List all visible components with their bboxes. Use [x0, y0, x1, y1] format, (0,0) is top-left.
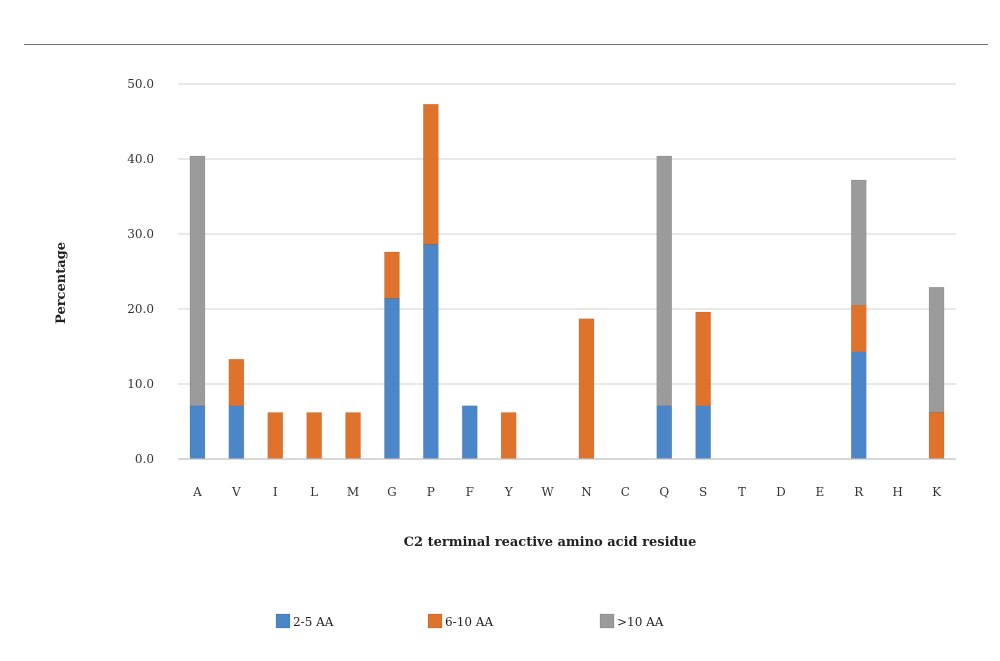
y-tick-label: 50.0 — [127, 77, 154, 91]
bar-N-series-2 — [578, 318, 595, 460]
bar-P-series-1 — [423, 244, 439, 460]
x-tick-label: I — [273, 485, 278, 499]
legend-swatch-3 — [599, 613, 615, 629]
x-tick-label: D — [776, 485, 786, 499]
x-tick-label: Y — [504, 485, 514, 499]
bar-L-series-2 — [306, 412, 322, 460]
x-tick-label: T — [738, 485, 746, 499]
y-axis-ticks: 0.0 10.0 20.0 30.0 40.0 50.0 — [127, 77, 154, 466]
x-tick-label: C — [621, 485, 630, 499]
x-tick-label: F — [466, 485, 474, 499]
x-tick-label: E — [815, 485, 824, 499]
bars — [189, 103, 945, 460]
x-tick-label: L — [310, 485, 318, 499]
top-divider — [24, 44, 988, 45]
bar-A-series-1 — [189, 405, 206, 460]
legend-swatch-2 — [427, 613, 443, 629]
bar-Q-series-3 — [656, 155, 673, 407]
x-tick-label: R — [854, 485, 864, 499]
legend-swatch-1 — [275, 613, 291, 629]
x-tick-label: K — [932, 485, 942, 499]
y-tick-label: 10.0 — [127, 377, 154, 391]
x-axis-label: C2 terminal reactive amino acid residue — [404, 535, 697, 550]
y-tick-label: 20.0 — [127, 302, 154, 316]
x-tick-label: N — [581, 485, 592, 499]
bar-P-series-2 — [423, 103, 439, 245]
x-tick-label: G — [387, 485, 397, 499]
y-tick-label: 30.0 — [127, 227, 154, 241]
bar-I-series-2 — [267, 412, 284, 460]
bar-F-series-1 — [461, 405, 478, 460]
legend: 2-5 AA 6-10 AA >10 AA — [275, 613, 664, 629]
x-tick-label: V — [231, 485, 241, 499]
y-tick-label: 0.0 — [135, 452, 154, 466]
bar-V-series-1 — [228, 405, 245, 460]
bar-V-series-2 — [228, 358, 245, 407]
bar-K-series-3 — [928, 286, 945, 413]
legend-label-1: 2-5 AA — [293, 615, 334, 629]
bar-R-series-3 — [850, 179, 867, 306]
legend-label-2: 6-10 AA — [445, 615, 493, 629]
x-tick-label: Q — [659, 485, 669, 499]
bar-Y-series-2 — [500, 412, 517, 460]
y-axis-label: Percentage — [54, 242, 69, 324]
bar-M-series-2 — [345, 412, 361, 460]
bar-R-series-1 — [850, 351, 867, 460]
legend-label-3: >10 AA — [617, 615, 664, 629]
bar-S-series-2 — [695, 311, 711, 407]
bar-S-series-1 — [695, 405, 711, 460]
y-tick-label: 40.0 — [127, 152, 154, 166]
x-tick-label: W — [541, 485, 554, 499]
x-tick-label: S — [699, 485, 707, 499]
bar-G-series-1 — [384, 298, 400, 460]
x-tick-label: P — [427, 485, 435, 499]
bar-G-series-2 — [384, 251, 400, 299]
bar-A-series-3 — [189, 155, 206, 407]
gridlines — [178, 83, 956, 385]
x-tick-label: M — [347, 485, 359, 499]
bar-K-series-2 — [928, 412, 945, 460]
bar-Q-series-1 — [656, 405, 673, 460]
x-tick-label: A — [192, 485, 202, 499]
bar-R-series-2 — [850, 304, 867, 353]
x-tick-label: H — [892, 485, 902, 499]
